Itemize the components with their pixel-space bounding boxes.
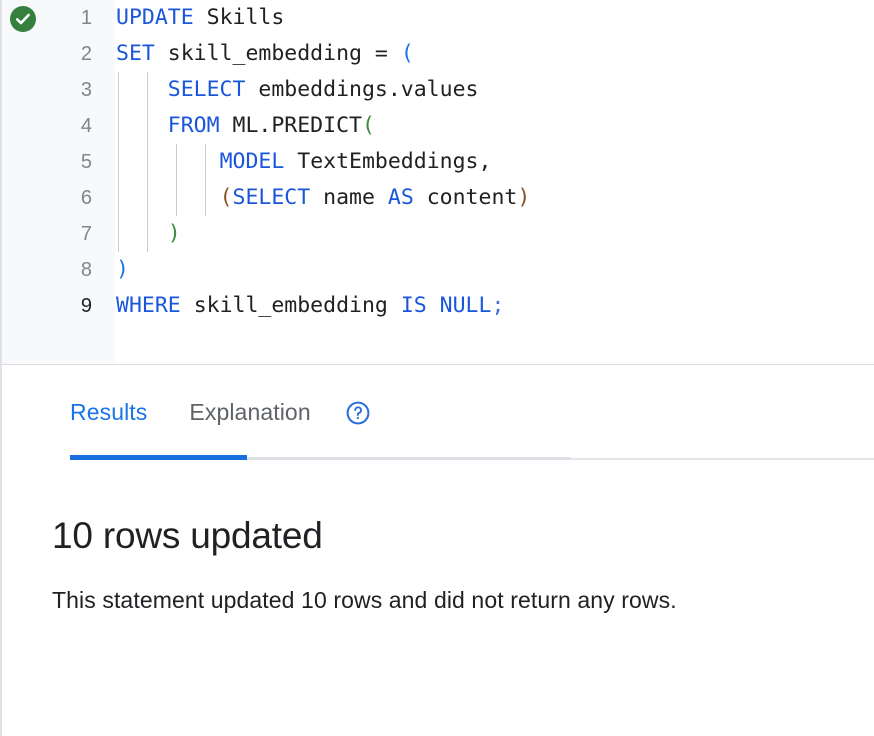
line-number: 9 xyxy=(80,295,92,317)
tabs-row: Results Explanation xyxy=(70,365,371,460)
code-content[interactable]: 1 UPDATE Skills 2 SET skill_embedding = … xyxy=(2,0,874,365)
result-heading: 10 rows updated xyxy=(52,515,323,556)
results-panel: 10 rows updated This statement updated 1… xyxy=(2,462,874,736)
tab-results-label: Results xyxy=(70,399,148,425)
line-number: 1 xyxy=(80,7,92,29)
code-line-text: SET skill_embedding = ( xyxy=(116,41,414,66)
code-line-text: ) xyxy=(116,257,129,282)
line-number: 5 xyxy=(80,151,92,173)
editor-bottom-divider xyxy=(2,364,874,365)
editor-gutter xyxy=(2,0,115,365)
sql-code-editor[interactable]: 1 UPDATE Skills 2 SET skill_embedding = … xyxy=(2,0,874,365)
code-line-text: (SELECT name AS content) xyxy=(219,185,531,210)
code-line-5[interactable]: 5 MODEL TextEmbeddings, xyxy=(2,144,874,180)
code-line-text: ) xyxy=(167,221,181,246)
tabs-divider-thick xyxy=(247,457,570,460)
line-number: 3 xyxy=(80,79,92,101)
line-number: 7 xyxy=(80,223,92,245)
code-line-text: MODEL TextEmbeddings, xyxy=(219,149,492,174)
line-number: 2 xyxy=(80,43,92,65)
code-line-8[interactable]: 8 ) xyxy=(2,252,874,288)
code-line-2[interactable]: 2 SET skill_embedding = ( xyxy=(2,36,874,72)
line-number: 8 xyxy=(80,259,92,281)
code-line-4[interactable]: 4 FROM ML.PREDICT( xyxy=(2,108,874,144)
help-circle-icon[interactable] xyxy=(345,400,371,426)
code-line-text: UPDATE Skills xyxy=(116,5,285,30)
tab-explanation[interactable]: Explanation xyxy=(189,365,310,460)
tab-results[interactable]: Results xyxy=(70,365,147,460)
code-line-6[interactable]: 6 (SELECT name AS content) xyxy=(2,180,874,216)
code-line-3[interactable]: 3 SELECT embeddings.values xyxy=(2,72,874,108)
code-line-text: WHERE skill_embedding IS NULL; xyxy=(116,293,505,318)
result-subtext: This statement updated 10 rows and did n… xyxy=(52,587,677,613)
tab-explanation-label: Explanation xyxy=(189,399,311,425)
success-check-icon xyxy=(10,6,36,32)
active-tab-underline xyxy=(70,455,247,460)
code-line-text: FROM ML.PREDICT( xyxy=(167,113,375,138)
code-line-9[interactable]: 9 WHERE skill_embedding IS NULL; xyxy=(2,288,874,324)
line-number: 6 xyxy=(80,187,92,209)
code-line-text: SELECT embeddings.values xyxy=(167,77,479,102)
code-line-7[interactable]: 7 ) xyxy=(2,216,874,252)
line-number: 4 xyxy=(80,115,92,137)
code-line-1[interactable]: 1 UPDATE Skills xyxy=(2,0,874,36)
results-tab-bar: Results Explanation xyxy=(2,365,874,462)
tabs-divider-thin xyxy=(570,458,874,460)
